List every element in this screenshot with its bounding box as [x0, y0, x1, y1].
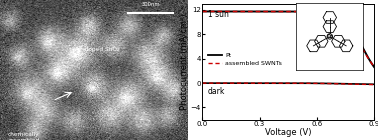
Text: chemically
assembled
SWNT₁: chemically assembled SWNT₁ — [8, 132, 40, 140]
Pt — [200, 11, 204, 12]
Pt — [217, 11, 222, 12]
assembled SWNTs — [276, 11, 280, 12]
assembled SWNTs — [318, 12, 322, 14]
Text: Co: Co — [326, 34, 333, 39]
Line: Pt: Pt — [202, 11, 374, 67]
Pt — [337, 16, 342, 18]
Y-axis label: Photocurrent (mA/cm²): Photocurrent (mA/cm²) — [180, 13, 189, 110]
assembled SWNTs — [217, 11, 222, 12]
Line: assembled SWNTs: assembled SWNTs — [202, 11, 374, 67]
Pt — [334, 15, 339, 17]
Text: F-doped SnO₂: F-doped SnO₂ — [79, 46, 119, 52]
Circle shape — [327, 34, 333, 39]
assembled SWNTs — [334, 17, 339, 18]
Legend: Pt, assembled SWNTs: Pt, assembled SWNTs — [207, 51, 284, 67]
assembled SWNTs — [270, 11, 274, 12]
Text: 1 sun: 1 sun — [208, 10, 229, 19]
assembled SWNTs — [372, 66, 376, 68]
X-axis label: Voltage (V): Voltage (V) — [265, 129, 311, 137]
assembled SWNTs — [337, 18, 342, 20]
Text: 300nm: 300nm — [141, 2, 160, 7]
Pt — [372, 66, 376, 68]
Pt — [270, 11, 274, 12]
Text: dark: dark — [208, 87, 225, 96]
assembled SWNTs — [200, 11, 204, 12]
Pt — [276, 11, 280, 12]
Pt — [318, 11, 322, 13]
